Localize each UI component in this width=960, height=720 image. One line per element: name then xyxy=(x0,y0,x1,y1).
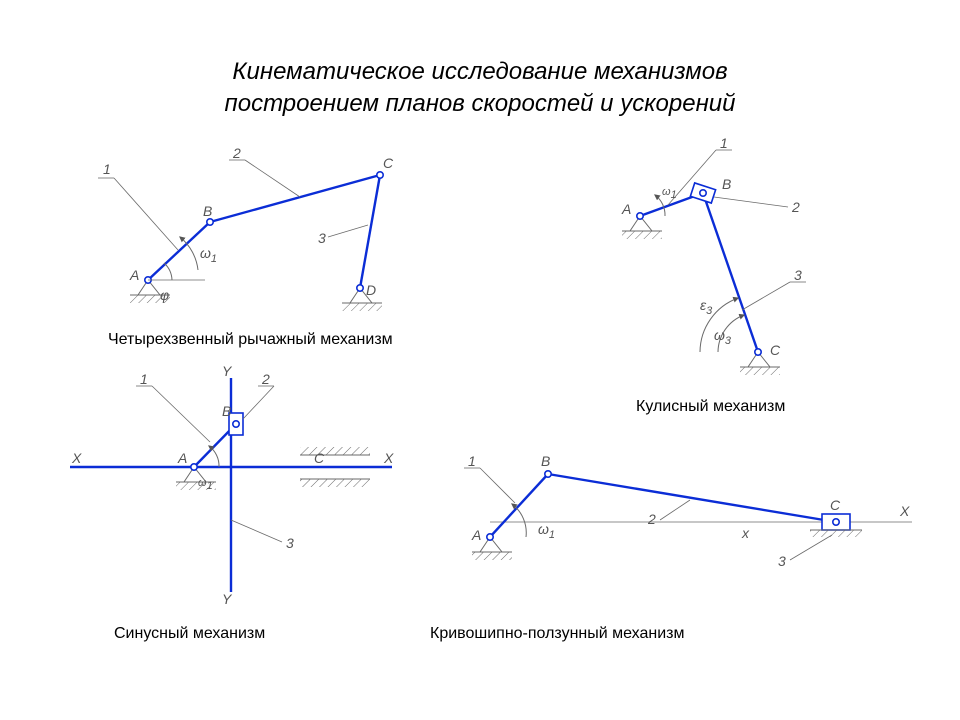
w1-arc xyxy=(512,504,526,537)
fourbar-diagram: A B C D 1 2 3 ω1 φ xyxy=(98,145,394,311)
label-Xl: X xyxy=(71,450,82,466)
joint-B xyxy=(700,190,706,196)
label-A: A xyxy=(621,201,631,217)
label-w1: ω1 xyxy=(538,521,555,541)
label-C: C xyxy=(314,450,325,466)
label-Yt: Y xyxy=(222,363,233,379)
label-Yb: Y xyxy=(222,591,233,607)
leader-2 xyxy=(660,500,690,520)
link-BC xyxy=(703,193,758,352)
label-Xr: X xyxy=(383,450,394,466)
joint-A xyxy=(191,464,197,470)
leader-2 xyxy=(714,197,788,207)
label-1: 1 xyxy=(720,135,728,151)
link-BC xyxy=(548,474,836,522)
page-root: Кинематическое исследование механизмов п… xyxy=(0,0,960,720)
joint-D xyxy=(357,285,363,291)
label-B: B xyxy=(203,203,212,219)
label-2: 2 xyxy=(232,145,241,161)
label-D: D xyxy=(366,282,376,298)
caption-fourbar: Четырехзвенный рычажный механизм xyxy=(108,331,393,349)
label-w1: ω1 xyxy=(200,245,217,265)
joint-C xyxy=(833,519,839,525)
leader-2 xyxy=(243,386,274,419)
label-X: X xyxy=(899,503,910,519)
label-1: 1 xyxy=(468,453,476,469)
label-2: 2 xyxy=(647,511,656,527)
label-B: B xyxy=(541,453,550,469)
leader-3 xyxy=(742,282,790,310)
leader-1 xyxy=(114,178,178,250)
label-B: B xyxy=(722,176,731,192)
joint-B xyxy=(207,219,213,225)
caption-slider: Кривошипно-ползунный механизм xyxy=(430,625,685,643)
link-CD xyxy=(360,175,380,288)
caption-sine: Синусный механизм xyxy=(114,625,265,643)
label-w3: ω3 xyxy=(714,327,732,347)
leader-1 xyxy=(152,386,210,442)
label-2: 2 xyxy=(791,199,800,215)
w1-arc xyxy=(655,195,665,216)
label-B: B xyxy=(222,403,231,419)
label-3: 3 xyxy=(286,535,294,551)
sine-diagram: X X Y Y A B C 1 2 3 ω1 xyxy=(70,363,394,607)
label-2: 2 xyxy=(261,371,270,387)
leader-2 xyxy=(245,160,300,197)
slider-diagram: A B C X X 1 2 3 ω1 xyxy=(464,453,912,569)
joint-B xyxy=(545,471,551,477)
leader-3 xyxy=(231,520,282,542)
label-phi: φ xyxy=(160,287,169,303)
joint-C xyxy=(377,172,383,178)
label-3: 3 xyxy=(778,553,786,569)
label-C: C xyxy=(770,342,781,358)
label-w1: ω1 xyxy=(662,186,677,201)
joint-C xyxy=(755,349,761,355)
label-A: A xyxy=(129,267,139,283)
joint-A xyxy=(637,213,643,219)
caption-rocker: Кулисный механизм xyxy=(636,398,785,416)
label-C: C xyxy=(383,155,394,171)
link-BC xyxy=(210,175,380,222)
label-1: 1 xyxy=(140,371,148,387)
diagrams-svg: A B C D 1 2 3 ω1 φ xyxy=(0,0,960,720)
leader-3 xyxy=(328,225,368,237)
label-C: C xyxy=(830,497,841,513)
label-x: X xyxy=(741,525,750,541)
rocker-diagram: A B C 1 2 3 ω1 ε3 ω3 xyxy=(621,135,806,375)
joint-B xyxy=(233,421,239,427)
label-3: 3 xyxy=(318,230,326,246)
label-A: A xyxy=(471,527,481,543)
leader-1 xyxy=(480,468,515,503)
label-1: 1 xyxy=(103,161,111,177)
leader-3 xyxy=(790,535,832,560)
joint-A xyxy=(487,534,493,540)
label-A: A xyxy=(177,450,187,466)
label-eps3: ε3 xyxy=(700,297,713,317)
label-3: 3 xyxy=(794,267,802,283)
